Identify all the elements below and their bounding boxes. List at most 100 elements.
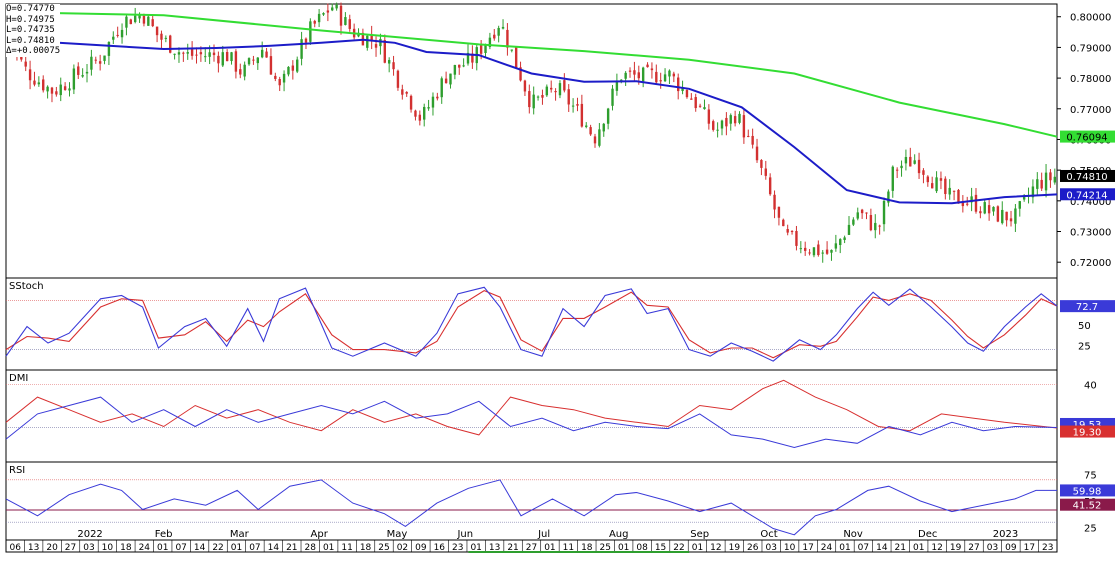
dmi-plus-line xyxy=(5,396,1058,449)
bear-candle-body xyxy=(878,225,881,227)
bear-candle-body xyxy=(405,91,408,94)
bull-candle-body xyxy=(532,94,535,109)
bear-candle-body xyxy=(659,80,662,82)
bear-candle-body xyxy=(313,20,316,24)
month-label: Jul xyxy=(537,529,550,540)
month-label: Dec xyxy=(918,529,937,540)
day-tick-label: 01 xyxy=(692,543,703,553)
bull-candle-body xyxy=(615,82,619,91)
day-tick-label: 14 xyxy=(268,543,280,553)
bear-candle-body xyxy=(1040,179,1043,189)
bear-candle-body xyxy=(650,68,654,71)
day-tick-label: 28 xyxy=(305,543,317,553)
month-label: Apr xyxy=(311,529,329,540)
bull-candle-body xyxy=(935,177,938,192)
bull-candle-body xyxy=(856,212,859,219)
day-tick-label: 11 xyxy=(341,543,352,553)
bull-candle-body xyxy=(462,65,465,67)
day-tick-label: 21 xyxy=(507,543,518,553)
bear-candle-body xyxy=(444,78,448,84)
bull-candle-body xyxy=(852,219,855,225)
bull-candle-body xyxy=(309,21,312,42)
bear-candle-body xyxy=(458,64,461,68)
bear-candle-body xyxy=(782,219,785,227)
bear-candle-body xyxy=(685,89,689,98)
bull-candle-body xyxy=(992,206,995,212)
bear-candle-body xyxy=(182,52,185,54)
bear-candle-body xyxy=(926,176,930,183)
bull-candle-body xyxy=(133,15,137,23)
bear-candle-body xyxy=(523,80,527,92)
bear-candle-body xyxy=(773,194,776,210)
day-tick-label: 01 xyxy=(470,543,481,553)
open-value: O=0.74770 xyxy=(6,4,55,14)
bull-candle-body xyxy=(366,35,369,48)
bull-candle-body xyxy=(186,52,189,54)
bear-candle-body xyxy=(939,178,943,181)
bear-candle-body xyxy=(506,29,509,48)
bear-candle-body xyxy=(519,67,522,81)
bear-candle-body xyxy=(966,203,969,205)
bear-candle-body xyxy=(24,61,27,67)
bull-candle-body xyxy=(1001,209,1004,224)
bull-candle-body xyxy=(799,248,803,250)
bull-candle-body xyxy=(812,247,816,256)
rsi-line xyxy=(5,479,1057,536)
bull-candle-body xyxy=(322,13,325,15)
bull-candle-body xyxy=(497,27,500,36)
bull-candle-body xyxy=(37,82,41,85)
bear-candle-body xyxy=(278,79,281,86)
day-tick-label: 19 xyxy=(950,543,962,553)
rsi-tick-label: 25 xyxy=(1084,523,1097,534)
bear-candle-body xyxy=(396,70,400,88)
bull-candle-body xyxy=(335,4,338,9)
price-marker-1: 0.74810 xyxy=(1066,172,1107,183)
bear-candle-body xyxy=(514,46,518,68)
bear-candle-body xyxy=(418,114,422,121)
day-tick-label: 20 xyxy=(46,543,58,553)
bear-candle-body xyxy=(764,168,767,176)
month-label: 2023 xyxy=(993,529,1018,540)
day-tick-label: 07 xyxy=(249,543,260,553)
bull-candle-body xyxy=(81,75,84,77)
bull-candle-body xyxy=(1031,186,1035,198)
day-tick-label: 01 xyxy=(157,543,168,553)
bear-candle-body xyxy=(265,51,268,58)
stoch-value-tag-bg xyxy=(1060,300,1115,313)
low-value: L=0.74735 xyxy=(6,25,55,35)
bear-candle-body xyxy=(628,70,632,72)
bull-candle-body xyxy=(243,64,246,77)
bull-candle-body xyxy=(536,96,540,98)
bull-candle-body xyxy=(300,39,303,59)
price-tick-label: 0.78000 xyxy=(1070,74,1111,85)
price-marker-1-bg xyxy=(1060,169,1115,182)
bear-candle-body xyxy=(98,61,102,64)
dmi-title: DMI xyxy=(9,373,28,384)
day-tick-label: 22 xyxy=(673,543,684,553)
day-tick-label: 11 xyxy=(563,543,574,553)
bear-candle-body xyxy=(217,55,220,64)
bull-candle-body xyxy=(821,252,824,254)
bear-candle-body xyxy=(725,117,728,127)
bear-candle-body xyxy=(633,70,636,75)
bear-candle-body xyxy=(576,104,579,106)
stoch-tick-label: 50 xyxy=(1078,321,1091,332)
day-tick-label: 18 xyxy=(360,543,372,553)
day-tick-label: 13 xyxy=(28,543,39,553)
bear-candle-body xyxy=(155,26,159,36)
stoch-d-line xyxy=(5,289,1058,359)
bear-candle-body xyxy=(42,79,45,91)
day-tick-label: 24 xyxy=(139,543,151,553)
bull-candle-body xyxy=(668,70,671,77)
day-tick-label: 16 xyxy=(434,543,446,553)
day-tick-label: 17 xyxy=(1024,543,1035,553)
bull-candle-body xyxy=(571,105,575,107)
bear-candle-body xyxy=(348,19,351,29)
bull-candle-body xyxy=(839,239,842,246)
bear-candle-body xyxy=(50,87,54,94)
bull-candle-body xyxy=(983,202,986,214)
slow-moving-average-line xyxy=(5,11,1058,138)
day-tick-label: 06 xyxy=(9,543,21,553)
bull-candle-body xyxy=(466,52,470,64)
